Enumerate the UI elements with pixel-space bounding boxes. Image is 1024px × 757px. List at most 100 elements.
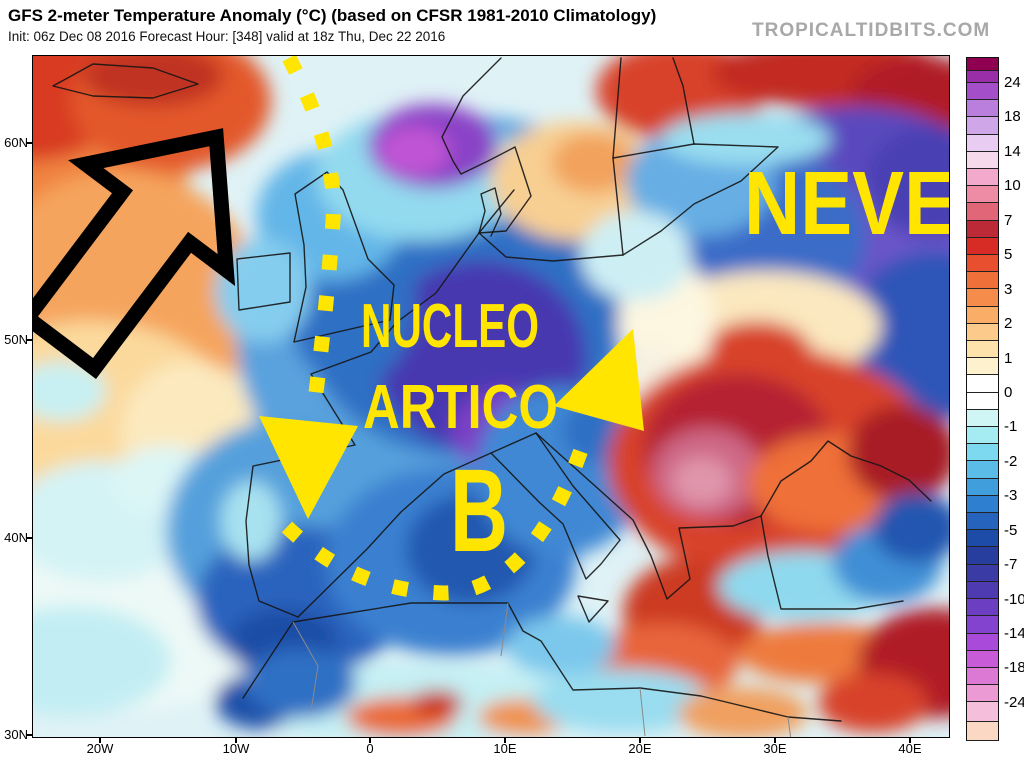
colorbar-segment [967, 409, 998, 428]
coastline-path [760, 515, 904, 610]
lon-tick-label: 10E [493, 741, 517, 756]
colorbar-segment [967, 272, 998, 290]
lat-tick-mark [26, 142, 33, 144]
colorbar-segment [967, 255, 998, 273]
region-blob [672, 457, 732, 505]
country-border-path [500, 602, 509, 657]
region-blob [872, 493, 949, 563]
colorbar-segment [967, 134, 998, 152]
lon-tick-label: 20E [628, 741, 652, 756]
region-blob [818, 673, 928, 733]
region-blob [581, 211, 691, 301]
colorbar-segment [967, 83, 998, 101]
colorbar-segment [967, 650, 998, 668]
lon-tick-mark [235, 737, 237, 743]
colorbar-segment [967, 220, 998, 238]
colorbar-label: 3 [1004, 280, 1013, 298]
country-border-path [787, 716, 792, 737]
colorbar-segment [967, 58, 998, 71]
anomaly-field [33, 56, 949, 737]
lon-tick-mark [774, 737, 776, 743]
colorbar-segment [967, 564, 998, 582]
model-run-info: Init: 06z Dec 08 2016 Forecast Hour: [34… [8, 29, 446, 44]
dashed-arrow-north [282, 56, 341, 409]
lon-tick-label: 10W [222, 741, 250, 756]
colorbar-label: -5 [1004, 521, 1018, 539]
lon-tick-mark [909, 737, 911, 743]
annotation-neve: NEVE [744, 154, 949, 254]
region-blob [378, 126, 450, 176]
colorbar-segment [967, 444, 998, 462]
lon-tick-label: 30E [763, 741, 787, 756]
colorbar-segment [967, 599, 998, 617]
colorbar-label: 2 [1004, 315, 1013, 333]
colorbar-segment [967, 427, 998, 445]
region-blob [533, 669, 713, 733]
lon-tick-mark [99, 737, 101, 743]
colorbar-segment [967, 616, 998, 634]
map-canvas: NUCLEO ARTICO NEVE B [33, 56, 949, 737]
region-blob [33, 361, 106, 421]
coastline-path [242, 602, 842, 722]
lat-tick-label: 60N [4, 135, 28, 150]
coastline-path [577, 595, 609, 623]
coastline-path [236, 252, 291, 311]
country-border-path [639, 687, 646, 737]
region-blob [83, 56, 223, 106]
colorbar-segment [967, 186, 998, 204]
colorbar [966, 57, 999, 742]
coastline-path [52, 63, 199, 99]
region-blob [678, 687, 808, 737]
annotation-artico: ARTICO [363, 373, 558, 442]
coastline-path [245, 189, 515, 618]
colorbar-segment [967, 289, 998, 307]
region-blob [506, 616, 616, 676]
colorbar-label: -14 [1004, 625, 1024, 643]
colorbar-segment [967, 633, 998, 651]
region-blob [848, 405, 949, 501]
colorbar-segment [967, 392, 998, 410]
dashed-arrow-loop [281, 438, 592, 601]
colorbar-segment [967, 530, 998, 548]
arrowhead-triangle-left [554, 329, 644, 431]
colorbar-segment [967, 721, 998, 742]
coastline-path [490, 432, 621, 580]
coastline-path [478, 57, 624, 262]
black-outline-arrow [33, 128, 236, 380]
colorbar-segment [967, 341, 998, 359]
arrowhead-triangle-down [259, 416, 358, 519]
colorbar-segment [967, 547, 998, 565]
colorbar-label: -10 [1004, 590, 1024, 608]
lat-tick-label: 40N [4, 530, 28, 545]
page-title: GFS 2-meter Temperature Anomaly (°C) (ba… [8, 6, 657, 25]
colorbar-segment [967, 323, 998, 342]
colorbar-label: 0 [1004, 383, 1013, 401]
region-blob [33, 606, 171, 716]
colorbar-segment [967, 513, 998, 531]
coastline-path [297, 432, 537, 618]
colorbar-segment [967, 461, 998, 479]
colorbar-segment [967, 478, 998, 496]
colorbar-segment [967, 685, 998, 703]
colorbar-label: -24 [1004, 693, 1024, 711]
map-frame: NUCLEO ARTICO NEVE B [32, 55, 950, 738]
colorbar-segment [967, 495, 998, 514]
colorbar-segment [967, 237, 998, 256]
region-blob [221, 481, 281, 561]
colorbar-label: 10 [1004, 177, 1021, 195]
colorbar-segment [967, 151, 998, 170]
colorbar-segment [967, 70, 998, 83]
coastline-path [760, 440, 932, 517]
lon-tick-label: 20W [86, 741, 114, 756]
colorbar-segment [967, 581, 998, 600]
colorbar-segment [967, 169, 998, 187]
colorbar-label: 5 [1004, 246, 1013, 264]
lon-tick-label: 40E [898, 741, 922, 756]
lon-tick-label: 0 [366, 741, 374, 756]
lat-tick-mark [26, 734, 33, 736]
region-blob [411, 690, 463, 716]
region-blob [866, 126, 949, 236]
lat-tick-mark [26, 339, 33, 341]
region-blob [551, 133, 635, 193]
country-border-path [292, 621, 319, 712]
